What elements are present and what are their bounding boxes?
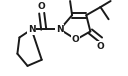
Text: O: O [38,2,46,11]
Text: O: O [97,42,104,51]
Text: N: N [28,25,35,34]
Text: O: O [71,35,79,44]
Text: N: N [56,25,64,34]
